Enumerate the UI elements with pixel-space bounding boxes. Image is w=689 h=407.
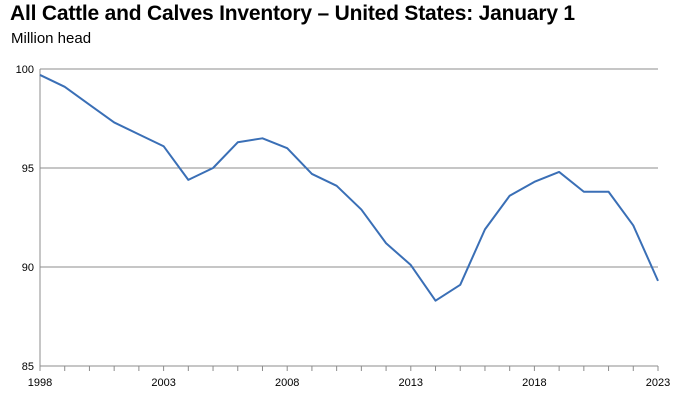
x-tick-label-2003: 2003 [151,377,175,389]
y-tick-label-95: 95 [22,163,34,175]
y-tick-label-100: 100 [16,64,34,76]
y-tick-label-85: 85 [22,361,34,373]
chart-subtitle: Million head [11,30,92,47]
series-line-0 [39,74,659,302]
x-tick-label-2018: 2018 [522,377,546,389]
y-tick-label-90: 90 [22,262,34,274]
x-tick-label-2023: 2023 [646,377,670,389]
x-tick-label-2008: 2008 [275,377,299,389]
chart-title: All Cattle and Calves Inventory – United… [10,2,575,25]
x-tick-label-2013: 2013 [399,377,423,389]
x-tick-label-1998: 1998 [28,377,52,389]
